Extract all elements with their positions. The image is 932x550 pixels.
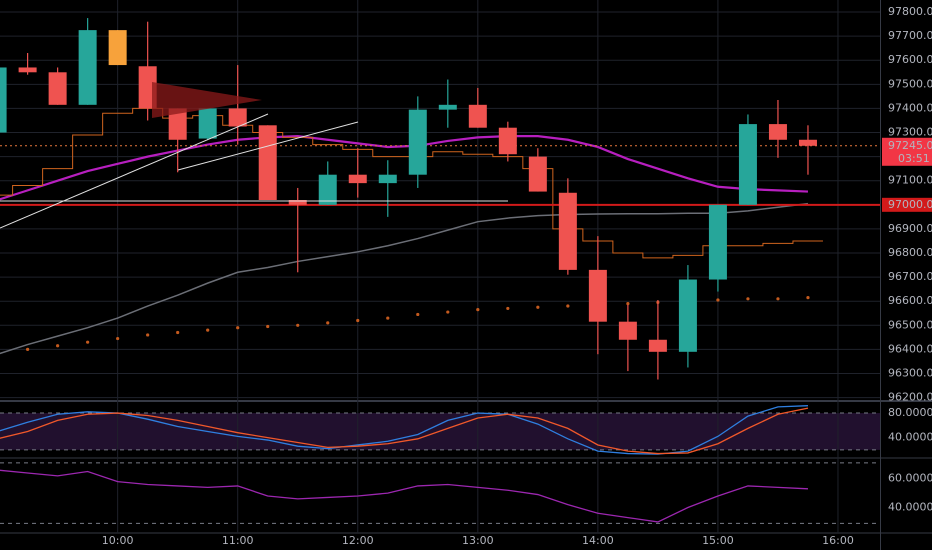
candle-body bbox=[648, 339, 667, 352]
y-tick-label: 40.0000 bbox=[888, 501, 932, 514]
x-tick-label: 12:00 bbox=[342, 534, 374, 547]
y-tick-label: 97300.0 bbox=[888, 126, 932, 139]
indicator-line bbox=[0, 135, 809, 201]
candle-body bbox=[768, 124, 787, 140]
y-tick-label: 97500.0 bbox=[888, 77, 932, 90]
indicator-dot bbox=[176, 330, 180, 335]
y-tick-label: 96800.0 bbox=[888, 246, 932, 259]
y-tick-label: 96600.0 bbox=[888, 294, 932, 307]
indicator-dot bbox=[626, 302, 630, 306]
y-tick-label: 97700.0 bbox=[888, 29, 932, 42]
indicator-dot bbox=[536, 305, 540, 309]
candle-body bbox=[438, 104, 457, 110]
candle-body bbox=[798, 139, 817, 146]
y-tick-label: 96200.0 bbox=[888, 391, 932, 404]
candle-body bbox=[468, 104, 487, 128]
y-tick-label: 97400.0 bbox=[888, 101, 932, 114]
indicator-dot bbox=[146, 333, 150, 337]
indicator-line bbox=[0, 107, 823, 259]
y-tick-label: 96700.0 bbox=[888, 270, 932, 283]
y-tick-label: 96900.0 bbox=[888, 222, 932, 235]
indicator-dot bbox=[476, 308, 480, 312]
indicator-line bbox=[0, 407, 809, 455]
y-tick-label: 96400.0 bbox=[888, 342, 932, 355]
trend-line bbox=[0, 113, 269, 229]
indicator-dot bbox=[206, 328, 210, 332]
indicator-dot bbox=[56, 344, 60, 348]
candle-body bbox=[498, 127, 517, 155]
candle-body bbox=[618, 321, 637, 340]
drawings bbox=[0, 82, 508, 229]
candle-body bbox=[48, 72, 67, 105]
candle-body bbox=[0, 67, 7, 133]
indicator-dot bbox=[506, 306, 510, 311]
candle-body bbox=[228, 108, 247, 127]
indicator-line bbox=[0, 469, 808, 523]
candle-body bbox=[738, 124, 757, 205]
price-axis: 10:00 11:00 12:00 13:00 14:00 15:00 16:00 97800… bbox=[102, 5, 932, 547]
y-tick-label: 40.0000 bbox=[888, 431, 932, 444]
countdown-label: 03:51 bbox=[898, 152, 930, 165]
candle-body bbox=[18, 67, 37, 73]
plot bbox=[0, 18, 880, 523]
candle-body bbox=[168, 108, 187, 140]
indicator-dot bbox=[776, 297, 780, 301]
candle-body bbox=[318, 174, 337, 205]
candle-body bbox=[108, 30, 127, 66]
indicator-dot bbox=[236, 326, 240, 330]
candle-body bbox=[258, 125, 277, 200]
indicator-dot bbox=[356, 318, 360, 323]
candle-body bbox=[198, 108, 217, 139]
indicator-dot bbox=[86, 340, 90, 344]
y-tick-label: 97100.0 bbox=[888, 174, 932, 187]
price-badge bbox=[882, 197, 932, 212]
y-tick-label: 96500.0 bbox=[888, 318, 932, 331]
x-tick-label: 14:00 bbox=[582, 534, 614, 547]
candle-body bbox=[588, 269, 607, 322]
indicator-dot bbox=[116, 336, 120, 341]
candle-body bbox=[558, 192, 577, 270]
candle-body bbox=[528, 156, 547, 192]
candle-body bbox=[78, 30, 97, 105]
indicator-dot bbox=[386, 316, 390, 320]
indicator-dot bbox=[566, 304, 570, 308]
indicator-dot bbox=[746, 297, 750, 301]
candle-body bbox=[378, 174, 397, 184]
candle-body bbox=[708, 204, 727, 280]
indicator-dot bbox=[416, 312, 420, 317]
y-tick-label: 97600.0 bbox=[888, 53, 932, 66]
indicator-dot bbox=[446, 310, 450, 314]
x-tick-label: 16:00 bbox=[822, 534, 854, 547]
indicator-dot bbox=[26, 347, 30, 351]
trend-line bbox=[177, 121, 359, 171]
price-badge-label: 97000.0 bbox=[888, 198, 932, 211]
y-tick-label: 80.0000 bbox=[888, 406, 932, 419]
indicator-dot bbox=[806, 295, 810, 300]
indicator-dot bbox=[326, 321, 330, 325]
candle-body bbox=[678, 279, 697, 352]
y-tick-label: 60.0000 bbox=[888, 472, 932, 485]
candle-body bbox=[348, 174, 367, 184]
triangle-drawing bbox=[152, 82, 262, 118]
y-tick-label: 97800.0 bbox=[888, 5, 932, 18]
indicator-dot bbox=[266, 324, 270, 329]
price-badge bbox=[882, 137, 932, 166]
x-tick-label: 15:00 bbox=[702, 534, 734, 547]
indicator-dot bbox=[716, 298, 720, 302]
y-tick-label: 96300.0 bbox=[888, 366, 932, 379]
indicator-dot bbox=[296, 323, 300, 327]
x-tick-label: 10:00 bbox=[102, 534, 134, 547]
candle-body bbox=[408, 109, 427, 175]
x-tick-label: 13:00 bbox=[462, 534, 494, 547]
candle-body bbox=[288, 200, 307, 205]
indicator-line bbox=[0, 202, 809, 355]
x-tick-label: 11:00 bbox=[222, 534, 254, 547]
price-badge-label: 97245.0 bbox=[888, 139, 932, 152]
